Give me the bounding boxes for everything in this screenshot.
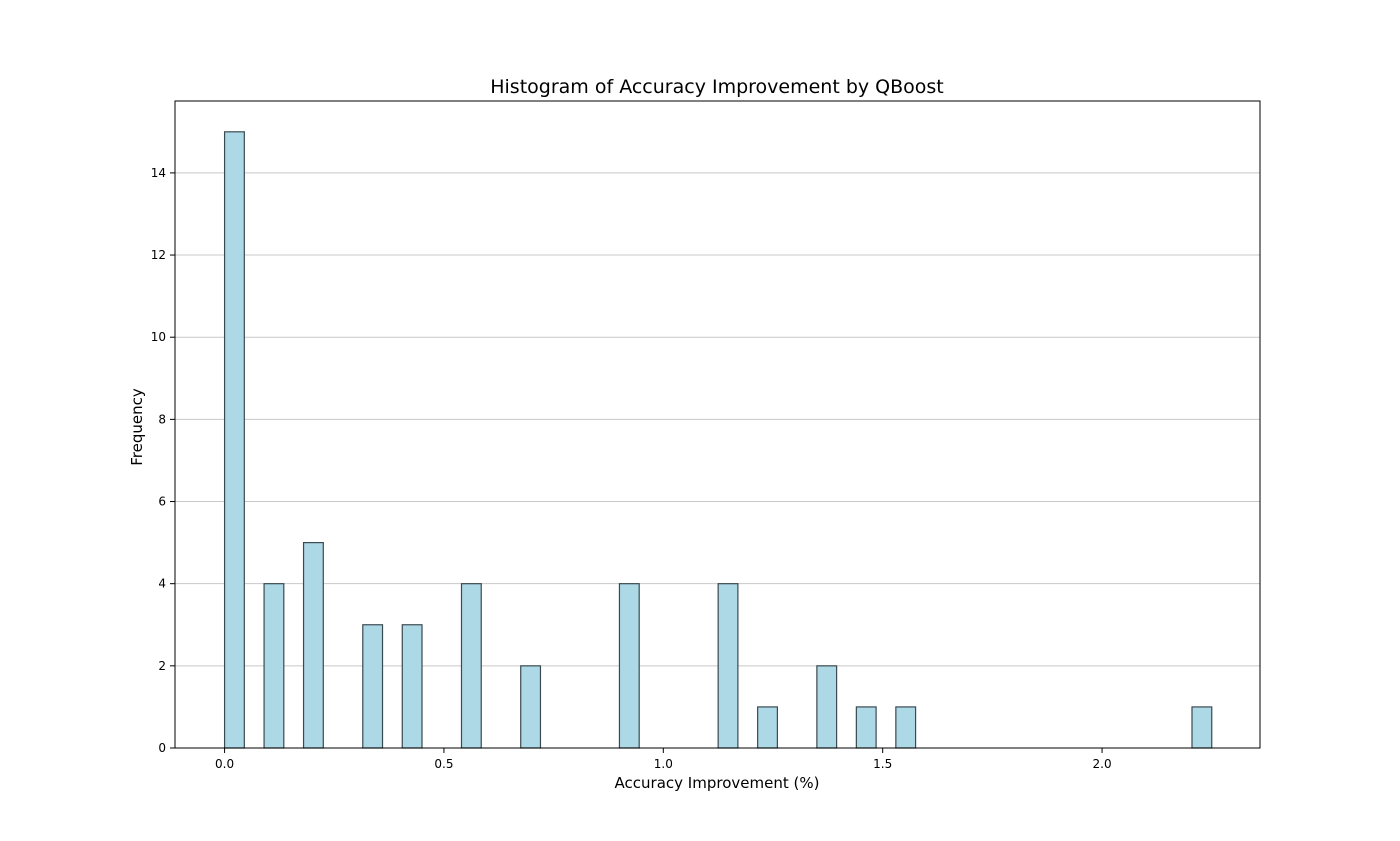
histogram-bar (717, 583, 739, 749)
y-tick-label: 2 (158, 659, 166, 673)
x-axis-ticks: 0.0 0.5 1.0 1.5 2.0 (215, 748, 1112, 771)
bars-layer (223, 131, 1213, 749)
y-axis-label: Frequency (128, 388, 146, 466)
x-tick-label: 0.5 (434, 757, 453, 771)
histogram-bar (362, 624, 384, 749)
histogram-bar (816, 665, 838, 749)
plot-frame (174, 100, 1261, 749)
grid-layer (175, 172, 1260, 667)
chart-title: Histogram of Accuracy Improvement by QBo… (490, 76, 944, 98)
histogram-bar (855, 706, 877, 749)
histogram-bar (302, 542, 324, 749)
x-tick-label: 1.5 (873, 757, 892, 771)
y-tick-label: 14 (151, 166, 166, 180)
y-tick-label: 10 (151, 330, 166, 344)
histogram-bar (223, 131, 245, 749)
histogram-bar (618, 583, 640, 749)
histogram-bar (460, 583, 482, 749)
histogram-bar (263, 583, 285, 749)
histogram-bar (895, 706, 917, 749)
x-tick-label: 0.0 (215, 757, 234, 771)
y-tick-label: 8 (158, 412, 166, 426)
y-tick-label: 6 (158, 495, 166, 509)
y-tick-label: 4 (158, 577, 166, 591)
y-tick-label: 0 (158, 741, 166, 755)
histogram-bar (1191, 706, 1213, 749)
histogram-bar (401, 624, 423, 749)
histogram-bar (520, 665, 542, 749)
x-tick-label: 1.0 (654, 757, 673, 771)
histogram-bar (757, 706, 778, 749)
x-tick-label: 2.0 (1093, 757, 1112, 771)
x-axis-label: Accuracy Improvement (%) (615, 774, 820, 792)
y-axis-ticks: 0 2 4 6 8 10 12 14 (151, 166, 175, 755)
y-tick-label: 12 (151, 248, 166, 262)
